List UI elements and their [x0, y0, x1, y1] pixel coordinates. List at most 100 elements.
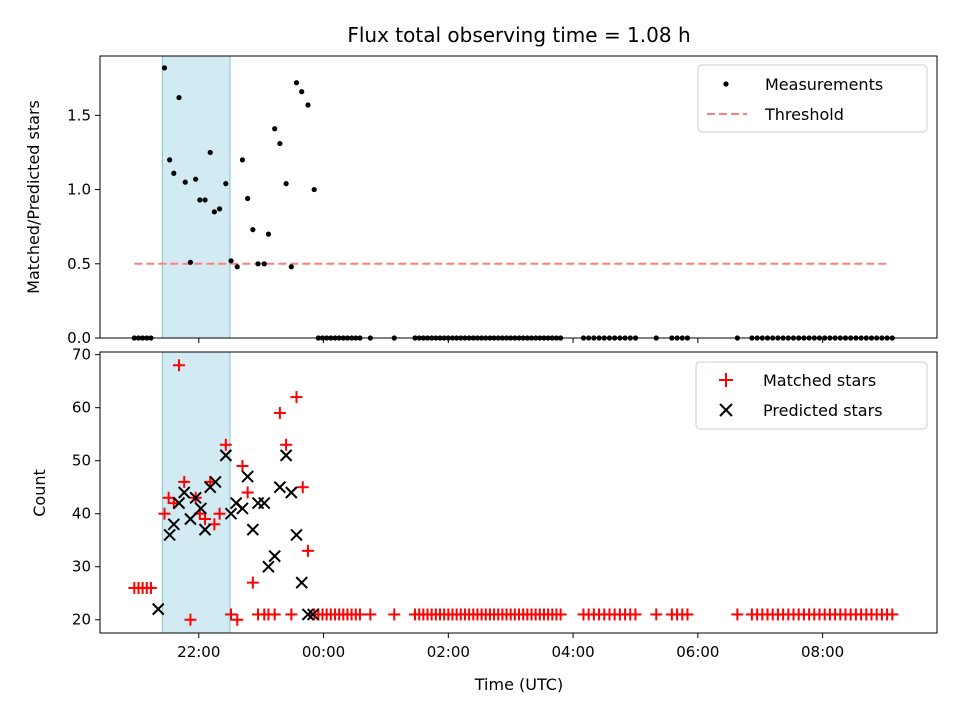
bottom-panel: 20 30 40 50 60 70 22:00 00:00 02:00 04:00 06:00 08…: [30, 346, 938, 694]
top-highlight-span: [161, 55, 231, 339]
measurement-point: [250, 227, 256, 233]
measurement-point: [272, 126, 278, 132]
measurement-point: [277, 140, 283, 147]
measurement-point: [311, 186, 317, 193]
xtick-label: 08:00: [801, 643, 844, 661]
measurement-point: [161, 65, 168, 71]
legend-matched-marker: [719, 373, 733, 387]
predicted-star-point: [295, 576, 308, 589]
matched-star-point: [886, 608, 899, 621]
predicted-star-point: [194, 502, 208, 515]
matched-star-point: [273, 406, 286, 419]
legend-matched-label: Matched stars: [763, 371, 876, 390]
predicted-star-point: [152, 602, 165, 616]
matched-star-point: [364, 608, 377, 621]
measurement-point: [167, 157, 173, 163]
measurement-point: [211, 209, 217, 215]
matched-star-point: [241, 486, 254, 499]
legend-threshold-label: Threshold: [764, 105, 844, 124]
measurement-point: [245, 195, 251, 202]
predicted-star-point: [262, 560, 275, 573]
measurement-point: [265, 231, 272, 237]
matched-star-point: [213, 507, 226, 520]
top-ytick-label: 0.5: [67, 255, 91, 273]
predicted-star-point: [290, 528, 303, 542]
matched-star-point: [388, 608, 401, 621]
bottom-axes-frame: [99, 351, 938, 634]
predicted-star-point: [224, 507, 238, 520]
matched-star-point: [681, 608, 694, 621]
predicted-star-point: [167, 518, 181, 531]
matched-star-point: [554, 608, 567, 621]
measurement-point: [288, 264, 294, 270]
predicted-star-point: [163, 528, 176, 542]
measurement-point: [228, 258, 234, 264]
predicted-star-point: [178, 486, 191, 499]
matched-star-point: [184, 613, 197, 626]
predicted-star-point: [209, 475, 222, 489]
measurement-point: [193, 176, 199, 182]
matched-star-point: [353, 608, 366, 621]
measurement-point: [293, 80, 300, 86]
predicted-star-point: [251, 496, 265, 510]
matched-star-point: [629, 608, 642, 621]
measurement-point: [299, 89, 305, 95]
top-ytick-label: 1.0: [67, 181, 91, 199]
xtick-label: 04:00: [551, 643, 594, 661]
matched-star-point: [731, 608, 744, 621]
legend-predicted-label: Predicted stars: [763, 401, 883, 420]
measurement-point: [187, 259, 194, 265]
matched-star-point: [285, 608, 298, 621]
matched-star-point: [199, 513, 212, 526]
predicted-star-point: [306, 608, 320, 621]
legend-measurements-marker: [723, 81, 729, 87]
predicted-star-point: [285, 486, 298, 499]
measurement-point: [305, 102, 311, 108]
matched-star-point: [162, 491, 175, 504]
matched-star-point: [158, 507, 171, 520]
top-ytick-label: 0.0: [67, 329, 91, 347]
measurement-point: [207, 149, 213, 156]
matched-star-point: [268, 608, 281, 621]
bottom-ytick-label: 60: [72, 399, 91, 417]
predicted-star-point: [246, 523, 260, 536]
predicted-star-point: [184, 512, 197, 526]
matched-star-point: [290, 391, 303, 404]
measurement-point: [176, 94, 182, 101]
predicted-star-point: [219, 449, 233, 462]
matched-star-point: [280, 438, 293, 451]
xtick-label: 06:00: [676, 643, 719, 661]
bottom-ytick-label: 20: [72, 611, 91, 629]
measurement-point: [239, 157, 246, 163]
bottom-ytick-label: 70: [72, 346, 91, 364]
xtick-label: 02:00: [427, 643, 470, 661]
matched-star-point: [301, 544, 314, 557]
predicted-star-point: [273, 480, 287, 494]
top-ytick-label: 1.5: [67, 106, 91, 124]
matched-star-point: [178, 475, 191, 488]
predicted-star-point: [198, 523, 212, 536]
legend-measurements-label: Measurements: [765, 75, 883, 94]
top-legend: Measurements Threshold: [697, 64, 928, 133]
matched-star-point: [173, 359, 186, 372]
measurement-point: [202, 197, 208, 203]
predicted-star-point: [301, 608, 315, 621]
bottom-ytick-label: 30: [72, 558, 91, 576]
predicted-star-point: [258, 496, 271, 510]
predicted-star-point: [241, 470, 254, 483]
matched-star-point: [246, 576, 259, 589]
top-panel: 0.0 0.5 1.0 1.5 Matched/Predicted stars Mea…: [24, 55, 938, 347]
matched-star-point: [231, 613, 244, 626]
chart-title: Flux total observing time = 1.08 h: [347, 23, 690, 47]
measurement-point: [182, 179, 188, 185]
measurement-point: [255, 261, 261, 267]
predicted-star-point: [279, 449, 293, 462]
matched-star-point: [225, 608, 238, 621]
top-ylabel: Matched/Predicted stars: [24, 100, 43, 294]
predicted-star-point: [189, 491, 202, 505]
legend-predicted-marker: [719, 403, 733, 417]
matched-star-point: [236, 459, 249, 472]
measurement-point: [216, 206, 223, 212]
predicted-star-point: [236, 502, 249, 515]
